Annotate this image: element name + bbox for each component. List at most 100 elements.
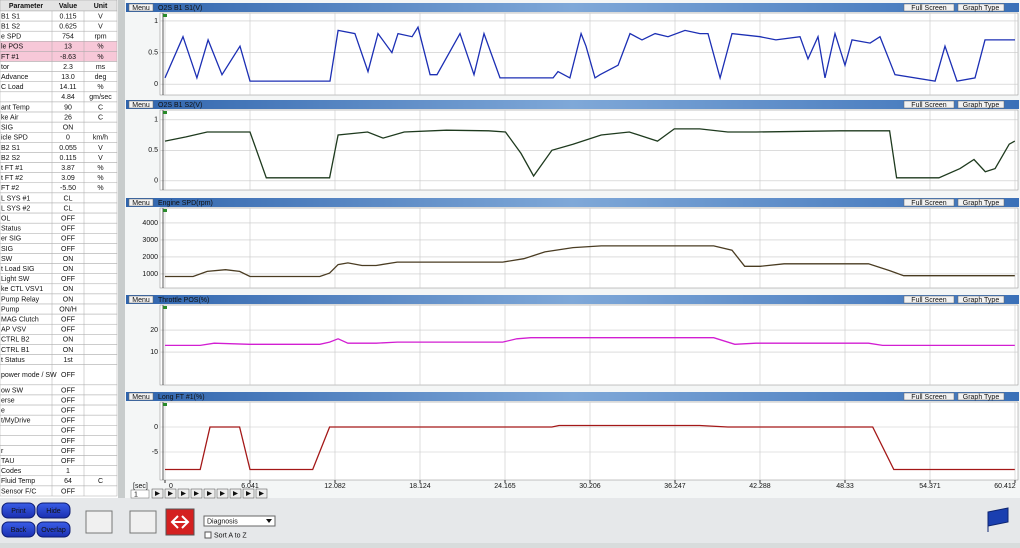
param-name: Sensor F/C bbox=[1, 488, 36, 495]
table-row[interactable] bbox=[0, 404, 118, 416]
param-name: B2 S1 bbox=[1, 145, 20, 152]
param-unit: % bbox=[97, 44, 103, 51]
graph-panel: Menu Engine SPD(rpm) Full Screen Graph Type… bbox=[126, 198, 1019, 289]
table-row[interactable] bbox=[0, 485, 118, 497]
x-tick-label: 42.288 bbox=[749, 483, 771, 490]
table-row[interactable] bbox=[0, 435, 118, 446]
full-screen-label: Full Screen bbox=[911, 102, 947, 109]
param-name: Fluid Temp bbox=[1, 478, 35, 485]
param-name: L SYS #1 bbox=[1, 195, 30, 202]
scrollbar[interactable] bbox=[118, 0, 125, 498]
graph-type-label: Graph Type bbox=[963, 394, 1000, 401]
param-name: TAU bbox=[1, 458, 14, 465]
param-value: OFF bbox=[61, 236, 75, 243]
nav-button[interactable] bbox=[36, 521, 71, 538]
param-name: icle SPD bbox=[1, 135, 28, 142]
param-value: -8.63 bbox=[60, 54, 76, 61]
x-tick-label: 60.412 bbox=[994, 483, 1016, 490]
param-value: 1 bbox=[66, 468, 70, 475]
nav-button[interactable] bbox=[1, 502, 36, 519]
play-icon bbox=[259, 491, 264, 496]
table-row[interactable] bbox=[0, 425, 118, 436]
plot-area bbox=[159, 12, 1019, 96]
nav-button[interactable] bbox=[36, 502, 71, 519]
y-tick-label: 0 bbox=[154, 178, 158, 185]
menu-button[interactable] bbox=[128, 392, 154, 401]
graph-type-button[interactable] bbox=[957, 100, 1005, 109]
dropdown-arrow bbox=[266, 519, 272, 523]
menu-button[interactable] bbox=[128, 3, 154, 12]
param-value: 3.09 bbox=[61, 175, 75, 182]
play-icon bbox=[194, 491, 199, 496]
param-unit: km/h bbox=[93, 135, 108, 142]
param-name: e bbox=[1, 407, 5, 414]
param-name: CTRL B1 bbox=[1, 347, 30, 354]
y-tick-label: 2000 bbox=[142, 254, 158, 261]
param-value: OFF bbox=[61, 327, 75, 334]
table-row[interactable] bbox=[0, 455, 118, 466]
graph-header bbox=[126, 100, 1019, 109]
full-screen-button[interactable] bbox=[903, 100, 955, 109]
x-tick-label: 54.371 bbox=[919, 483, 941, 490]
param-name: OL bbox=[1, 215, 10, 222]
step-value: 1 bbox=[134, 491, 138, 498]
menu-button[interactable] bbox=[128, 100, 154, 109]
param-name: power mode / SW bbox=[1, 372, 57, 379]
param-value: 4.84 bbox=[61, 94, 75, 101]
graph-title: Long FT #1(%) bbox=[158, 394, 205, 401]
full-screen-button[interactable] bbox=[903, 295, 955, 304]
graph-header bbox=[126, 392, 1019, 401]
full-screen-button[interactable] bbox=[903, 3, 955, 12]
graph-type-button[interactable] bbox=[957, 295, 1005, 304]
param-name: ow SW bbox=[1, 387, 24, 394]
table-row[interactable] bbox=[0, 121, 118, 133]
graph-type-button[interactable] bbox=[957, 3, 1005, 12]
menu-button[interactable] bbox=[128, 295, 154, 304]
full-screen-button[interactable] bbox=[903, 392, 955, 401]
data-line bbox=[165, 245, 1015, 278]
dropdown[interactable] bbox=[203, 515, 276, 527]
menu-button[interactable] bbox=[128, 198, 154, 207]
y-tick-label: 10 bbox=[150, 349, 158, 356]
param-value: ON bbox=[63, 347, 74, 354]
param-name: Codes bbox=[1, 468, 22, 475]
tool-icons[interactable] bbox=[85, 508, 195, 536]
table-header: Value bbox=[59, 3, 77, 10]
param-unit: C bbox=[98, 114, 103, 121]
param-name: B1 S1 bbox=[1, 13, 20, 20]
table-header: Parameter bbox=[9, 3, 44, 10]
table-row[interactable] bbox=[0, 445, 118, 456]
param-name: C Load bbox=[1, 84, 24, 91]
param-name: ke CTL VSV1 bbox=[1, 286, 43, 293]
param-unit: C bbox=[98, 104, 103, 111]
menu-label: Menu bbox=[132, 297, 150, 304]
table-row[interactable] bbox=[0, 243, 118, 254]
param-value: -5.50 bbox=[60, 185, 76, 192]
checkbox[interactable] bbox=[204, 531, 212, 539]
param-value: OFF bbox=[61, 428, 75, 435]
x-tick-label: 18.124 bbox=[409, 483, 431, 490]
x-tick-label: 12.082 bbox=[324, 483, 346, 490]
graph-type-button[interactable] bbox=[957, 198, 1005, 207]
param-name: B2 S2 bbox=[1, 155, 20, 162]
data-line bbox=[165, 337, 1015, 347]
full-screen-button[interactable] bbox=[903, 198, 955, 207]
y-tick-label: -5 bbox=[152, 449, 158, 456]
flag-icon[interactable] bbox=[987, 507, 1009, 532]
nav-button[interactable] bbox=[1, 521, 36, 538]
param-name: Pump bbox=[1, 306, 19, 313]
menu-label: Menu bbox=[132, 5, 150, 12]
param-value: 1st bbox=[63, 357, 72, 364]
param-value: OFF bbox=[61, 226, 75, 233]
table-row[interactable] bbox=[0, 212, 118, 224]
table-row[interactable] bbox=[0, 394, 118, 406]
table-row[interactable] bbox=[0, 253, 118, 264]
param-name: FT #1 bbox=[1, 54, 19, 61]
step-spinner[interactable] bbox=[130, 489, 150, 499]
graph-type-button[interactable] bbox=[957, 392, 1005, 401]
param-unit: V bbox=[98, 24, 103, 31]
play-icon bbox=[181, 491, 186, 496]
play-icon bbox=[155, 491, 160, 496]
